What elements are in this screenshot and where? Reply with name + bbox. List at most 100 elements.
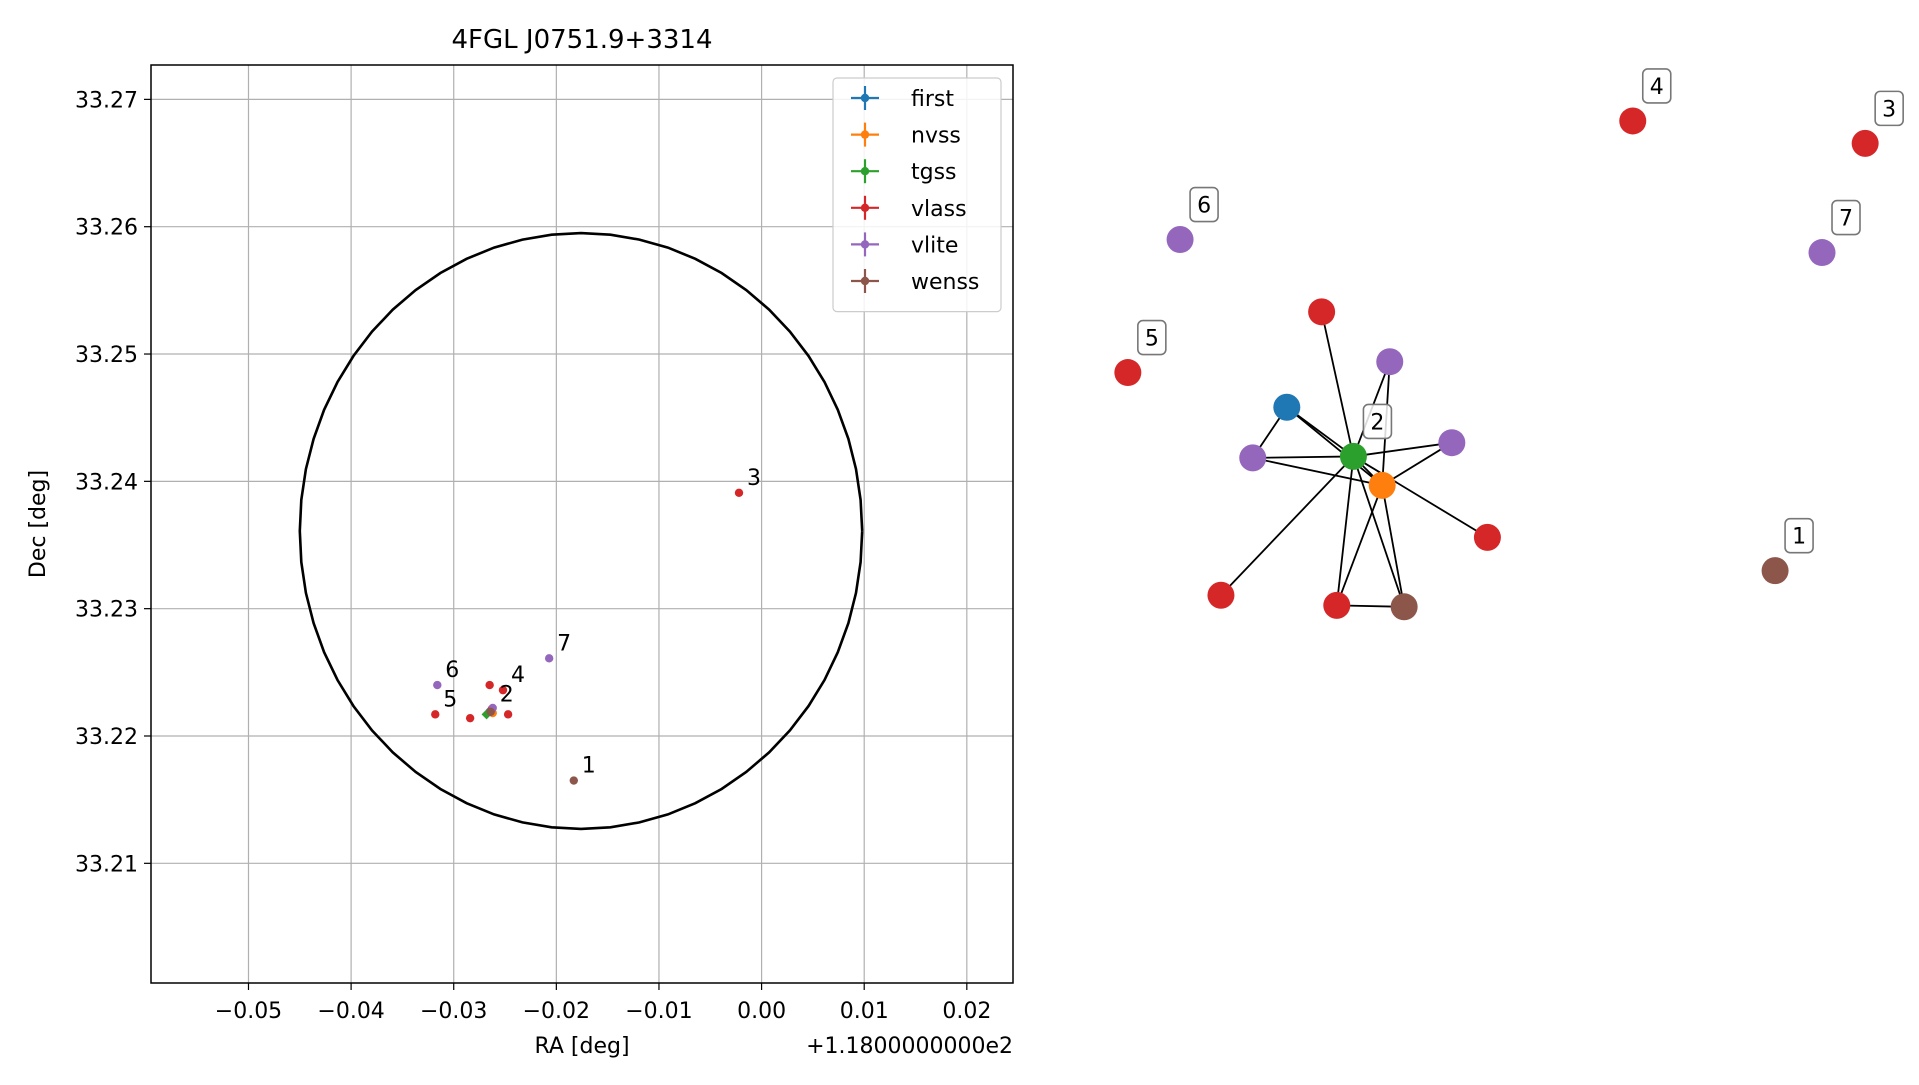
label-text: 4 (1650, 75, 1664, 100)
data-point-vlass (465, 713, 475, 723)
y-tick-label: 33.27 (75, 88, 138, 113)
legend: first nvss tgss vlass vlite wenss (832, 77, 1002, 313)
x-tick-label: −0.03 (420, 999, 487, 1024)
data-point-vlass (734, 488, 744, 498)
y-tick-label: 33.24 (75, 470, 138, 495)
network-node (1438, 429, 1466, 457)
network-node-label: 2 (1362, 403, 1393, 440)
data-points (431, 488, 744, 785)
point-annotation: 6 (445, 658, 459, 683)
data-point-wenss (486, 707, 495, 717)
y-tick-label: 33.26 (75, 216, 138, 241)
label-text: 5 (1145, 327, 1159, 352)
point-annotation: 1 (582, 754, 596, 779)
label-box (1189, 186, 1219, 223)
network-node (1851, 129, 1879, 157)
network-node-label: 5 (1137, 319, 1167, 356)
y-tick-label: 33.25 (75, 343, 138, 368)
network-edge (1252, 456, 1383, 487)
data-point-vlass (503, 710, 513, 719)
data-point-vlass (498, 685, 508, 695)
label-box (1362, 403, 1393, 440)
point-annotation: 3 (747, 466, 761, 491)
plot-frame (150, 64, 1014, 984)
legend-item-vlite: vlite (851, 232, 958, 258)
point-annotation: 4 (511, 663, 525, 688)
network-node-label: 6 (1189, 186, 1219, 223)
network-nodes (1114, 107, 1879, 621)
network-edges (1220, 311, 1488, 608)
y-tick-label: 33.21 (75, 852, 138, 877)
legend-item-nvss: nvss (851, 122, 961, 149)
network-labels: 1 2 3 4 5 6 7 (1137, 68, 1904, 554)
label-box (1831, 199, 1861, 236)
uncertainty-ellipse (298, 231, 864, 831)
label-box (1784, 517, 1814, 554)
x-tick-label: −0.04 (317, 999, 384, 1024)
label-box (1641, 68, 1672, 104)
chart-title: 4FGL J0751.9+3314 (452, 25, 713, 55)
network-node (1207, 581, 1235, 609)
legend-label: nvss (911, 124, 961, 149)
data-point-vlite (544, 654, 554, 663)
network-node (1323, 591, 1351, 619)
network-node (1473, 523, 1501, 551)
x-tick-label: 0.01 (840, 999, 889, 1024)
legend-box (832, 77, 1002, 313)
legend-label: tgss (911, 160, 957, 185)
data-point-vlass (431, 710, 440, 719)
point-annotations: 1 2 3 4 5 6 7 (443, 466, 761, 779)
network-node (1808, 239, 1836, 267)
x-axis-ticks: −0.05 −0.04 −0.03 −0.02 −0.01 0.00 0.01 0.02 (215, 983, 991, 1024)
network-node (1368, 471, 1396, 499)
network-edge (1353, 441, 1452, 458)
network-node (1273, 393, 1301, 421)
x-tick-label: −0.01 (625, 999, 692, 1024)
network-node (1376, 348, 1404, 376)
network-edge (1252, 455, 1354, 459)
x-tick-label: 0.02 (942, 999, 991, 1024)
y-tick-label: 33.22 (75, 725, 138, 750)
network-edge (1335, 485, 1384, 606)
network-edge (1352, 455, 1488, 539)
network-node (1619, 107, 1647, 135)
network-node (1166, 226, 1194, 254)
x-tick-label: −0.02 (523, 999, 590, 1024)
legend-label: wenss (911, 270, 979, 295)
network-edge (1381, 441, 1453, 487)
legend-label: vlite (911, 233, 958, 258)
label-text: 1 (1792, 525, 1806, 550)
network-node (1390, 593, 1418, 621)
point-annotation: 2 (500, 682, 514, 707)
y-axis-ticks: 33.21 33.22 33.23 33.24 33.25 33.26 33.27 (75, 88, 151, 877)
network-edge (1286, 406, 1383, 487)
legend-marker (860, 203, 870, 212)
x-tick-label: −0.05 (215, 999, 282, 1024)
point-annotation: 5 (443, 687, 457, 712)
label-text: 7 (1839, 207, 1853, 232)
legend-marker (860, 276, 870, 286)
legend-item-tgss: tgss (851, 159, 957, 185)
network-node (1308, 298, 1336, 326)
x-axis-label: RA [deg] (534, 1034, 629, 1059)
legend-item-first: first (851, 86, 954, 112)
data-point-wenss (569, 776, 578, 785)
data-point-vlite (433, 680, 442, 690)
network-node (1114, 359, 1142, 387)
legend-marker (860, 130, 870, 139)
label-text: 2 (1370, 410, 1384, 435)
network-node (1339, 442, 1367, 470)
network-node-label: 3 (1874, 90, 1904, 127)
y-axis-label: Dec [deg] (26, 470, 51, 578)
legend-item-wenss: wenss (851, 269, 979, 295)
uncertainty-ellipse-layer (298, 231, 864, 831)
network-node-label: 1 (1784, 517, 1814, 554)
label-box (1137, 319, 1167, 356)
data-point-vlass (485, 680, 494, 690)
network-edge (1320, 311, 1355, 457)
legend-label: vlass (911, 197, 967, 222)
network-node-label: 4 (1641, 68, 1672, 104)
legend-marker (860, 240, 870, 249)
